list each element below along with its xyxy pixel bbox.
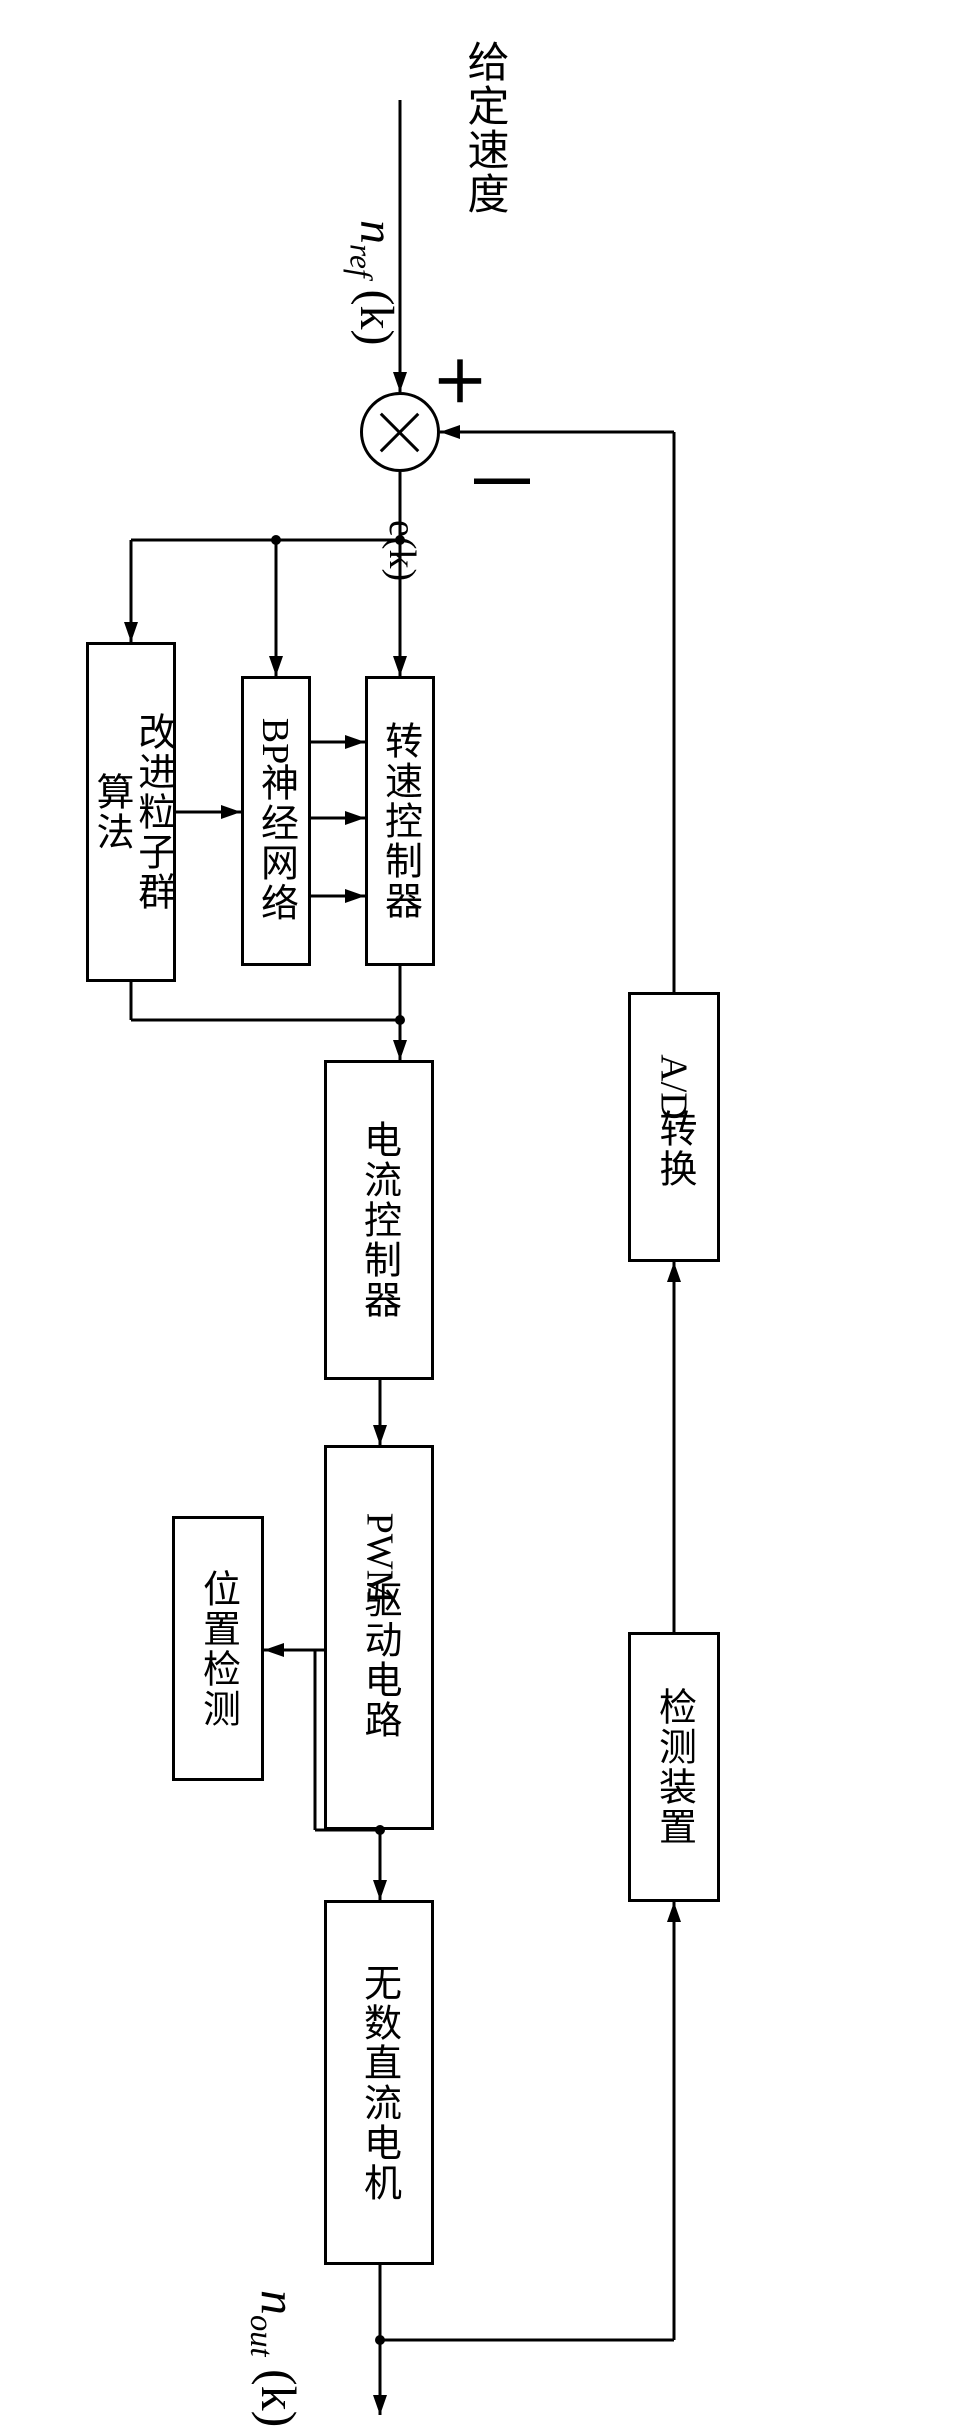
summing-junction <box>360 392 440 472</box>
plus-sign: ＋ <box>432 338 488 419</box>
input-label-cn: 给定速度 <box>454 40 515 216</box>
node-adc: A/D转换 <box>628 992 720 1262</box>
error-label: e(k) <box>380 520 424 581</box>
minus-sign: — <box>474 444 530 509</box>
node-label: PWM驱动电路 <box>334 1536 425 1740</box>
node-label: 改进粒子群算法 <box>89 712 173 912</box>
node-label: 电流控制器 <box>352 1120 407 1320</box>
node-label: 位置检测 <box>191 1569 246 1729</box>
node-pso: 改进粒子群算法 <box>86 642 176 982</box>
node-bpnn: BP神经网络 <box>241 676 311 966</box>
output-formula: nout (k) <box>242 2290 308 2427</box>
node-detector: 检测装置 <box>628 1632 720 1902</box>
node-label: 转速控制器 <box>373 721 428 921</box>
node-label: BP神经网络 <box>249 719 304 923</box>
node-label: 无数直流电机 <box>352 1963 407 2203</box>
node-speed-controller: 转速控制器 <box>365 676 435 966</box>
node-label: A/D转换 <box>641 1065 706 1189</box>
node-position-detect: 位置检测 <box>172 1516 264 1781</box>
node-label: 检测装置 <box>647 1687 702 1847</box>
input-formula: nref (k) <box>342 220 404 345</box>
node-current-controller: 电流控制器 <box>324 1060 434 1380</box>
node-pwm-driver: PWM驱动电路 <box>324 1445 434 1830</box>
node-bldc-motor: 无数直流电机 <box>324 1900 434 2265</box>
